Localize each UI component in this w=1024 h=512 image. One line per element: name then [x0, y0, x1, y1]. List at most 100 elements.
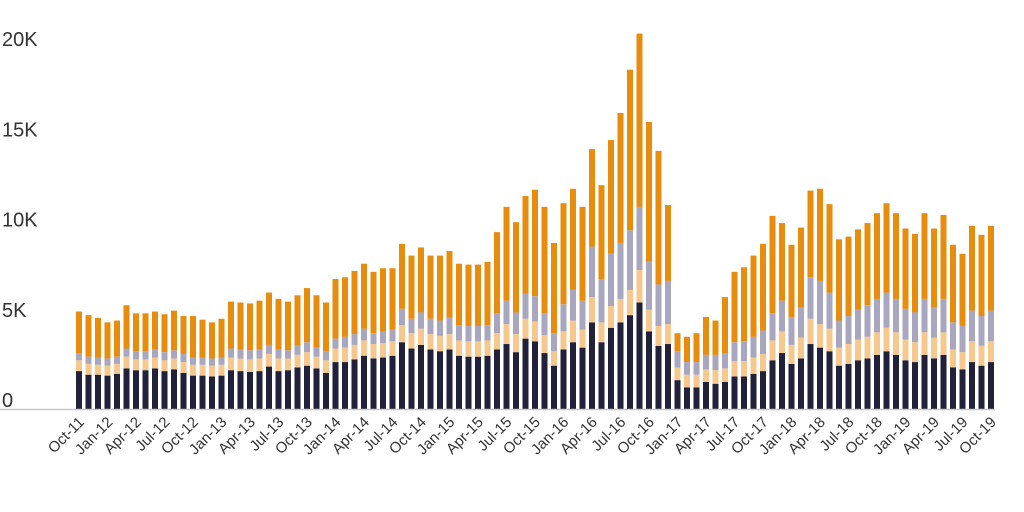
- bar-segment-series-2: [864, 336, 871, 359]
- bar-segment-series-2: [446, 334, 453, 350]
- bar-segment-series-1: [836, 365, 842, 409]
- bar-segment-series-3: [931, 307, 937, 338]
- bar-segment-series-1: [256, 371, 263, 409]
- bar-segment-series-4: [399, 243, 405, 309]
- bar-segment-series-3: [380, 331, 386, 344]
- bar-segment-series-4: [256, 300, 263, 350]
- bar-segment-series-3: [826, 292, 833, 329]
- bar-segment-series-2: [133, 359, 139, 371]
- bar-segment-series-4: [76, 311, 82, 354]
- bar-segment-series-3: [532, 296, 538, 322]
- bar-segment-series-2: [798, 337, 804, 359]
- bar-segment-series-1: [85, 374, 92, 409]
- bar-segment-series-1: [978, 365, 985, 409]
- bar-segment-series-4: [408, 255, 415, 319]
- bar-segment-series-3: [123, 348, 130, 357]
- bar-segment-series-3: [855, 309, 861, 340]
- bar-segment-series-3: [503, 300, 510, 325]
- bar-segment-series-3: [940, 298, 947, 333]
- bar-segment-series-4: [513, 222, 519, 313]
- bar-segment-series-2: [503, 324, 510, 345]
- bar-segment-series-2: [76, 360, 82, 372]
- bar-segment-series-4: [608, 140, 614, 254]
- bar-segment-series-4: [247, 303, 253, 351]
- bar-segment-series-3: [351, 334, 358, 345]
- y-tick-label: 0: [2, 390, 13, 412]
- bar-segment-series-4: [560, 203, 567, 305]
- bar-segment-series-2: [123, 356, 130, 369]
- bar-segment-series-1: [475, 356, 481, 409]
- bar-segment-series-2: [579, 329, 586, 348]
- bar-segment-series-3: [465, 325, 472, 342]
- bar-segment-series-3: [703, 354, 709, 370]
- bar-segment-series-4: [180, 316, 187, 354]
- bar-segment-series-3: [228, 348, 234, 358]
- bar-segment-series-4: [532, 189, 538, 297]
- bar-segment-series-2: [522, 318, 529, 339]
- bar-segment-series-2: [855, 339, 861, 361]
- bar-segment-series-1: [503, 344, 510, 409]
- bar-segment-series-1: [532, 341, 538, 409]
- bar-segment-series-1: [921, 354, 928, 409]
- bar-segment-series-4: [940, 214, 947, 299]
- bar-segment-series-4: [836, 239, 842, 321]
- bar-segment-series-2: [598, 322, 605, 343]
- bar-segment-series-2: [85, 363, 92, 375]
- bar-segment-series-3: [456, 325, 462, 341]
- bar-segment-series-4: [209, 322, 215, 359]
- bar-segment-series-1: [323, 372, 329, 409]
- bar-segment-series-2: [959, 352, 966, 370]
- bar-segment-series-2: [475, 341, 481, 357]
- bar-segment-series-3: [836, 320, 842, 348]
- bar-segment-series-2: [741, 361, 747, 377]
- bar-segment-series-4: [731, 271, 738, 343]
- bar-segment-series-2: [608, 306, 614, 328]
- bar-segment-series-2: [779, 331, 785, 354]
- bar-segment-series-1: [826, 351, 833, 409]
- bar-segment-series-1: [874, 354, 880, 409]
- bar-segment-series-3: [551, 333, 557, 352]
- bar-segment-series-1: [465, 356, 472, 409]
- bar-segment-series-4: [655, 150, 662, 285]
- bar-segment-series-2: [731, 361, 738, 377]
- bar-segment-series-4: [589, 149, 595, 247]
- bar-segment-series-2: [437, 335, 443, 352]
- bar-segment-series-2: [484, 340, 491, 356]
- bar-segment-series-4: [380, 268, 386, 332]
- bar-segment-series-3: [152, 349, 158, 358]
- bar-segment-series-2: [712, 370, 719, 384]
- bar-segment-series-4: [304, 288, 310, 343]
- bar-segment-series-2: [408, 333, 415, 349]
- bar-segment-series-1: [237, 371, 244, 409]
- bar-segment-series-4: [351, 270, 358, 335]
- bar-segment-series-1: [855, 360, 861, 409]
- bar-segment-series-1: [180, 372, 187, 409]
- y-tick-label: 10K: [2, 210, 38, 232]
- bar-segment-series-1: [912, 362, 918, 409]
- bar-segment-series-1: [864, 358, 871, 409]
- bar-segment-series-1: [513, 352, 519, 409]
- bar-segment-series-3: [674, 351, 681, 368]
- bar-segment-series-4: [788, 244, 795, 317]
- bar-segment-series-4: [598, 185, 605, 280]
- bar-segment-series-2: [817, 324, 823, 348]
- bar-segment-series-1: [902, 360, 909, 409]
- bar-segment-series-1: [636, 302, 643, 409]
- bar-segment-series-1: [817, 347, 823, 409]
- bar-segment-series-2: [931, 337, 937, 359]
- bar-segment-series-2: [665, 324, 671, 345]
- bar-segment-series-1: [285, 370, 291, 409]
- bar-segment-series-3: [199, 357, 206, 365]
- bar-segment-series-2: [332, 348, 339, 363]
- bar-segment-series-3: [266, 344, 272, 354]
- bar-segment-series-4: [152, 311, 158, 350]
- bar-segment-series-3: [256, 349, 263, 359]
- bar-segment-series-4: [712, 320, 719, 355]
- bar-segment-series-1: [209, 376, 215, 409]
- bar-segment-series-1: [427, 349, 434, 409]
- bar-segment-series-1: [370, 358, 377, 409]
- bar-segment-series-1: [456, 355, 462, 409]
- bar-segment-series-1: [807, 344, 814, 409]
- bar-segment-series-4: [864, 223, 871, 306]
- bar-segment-series-3: [902, 308, 909, 340]
